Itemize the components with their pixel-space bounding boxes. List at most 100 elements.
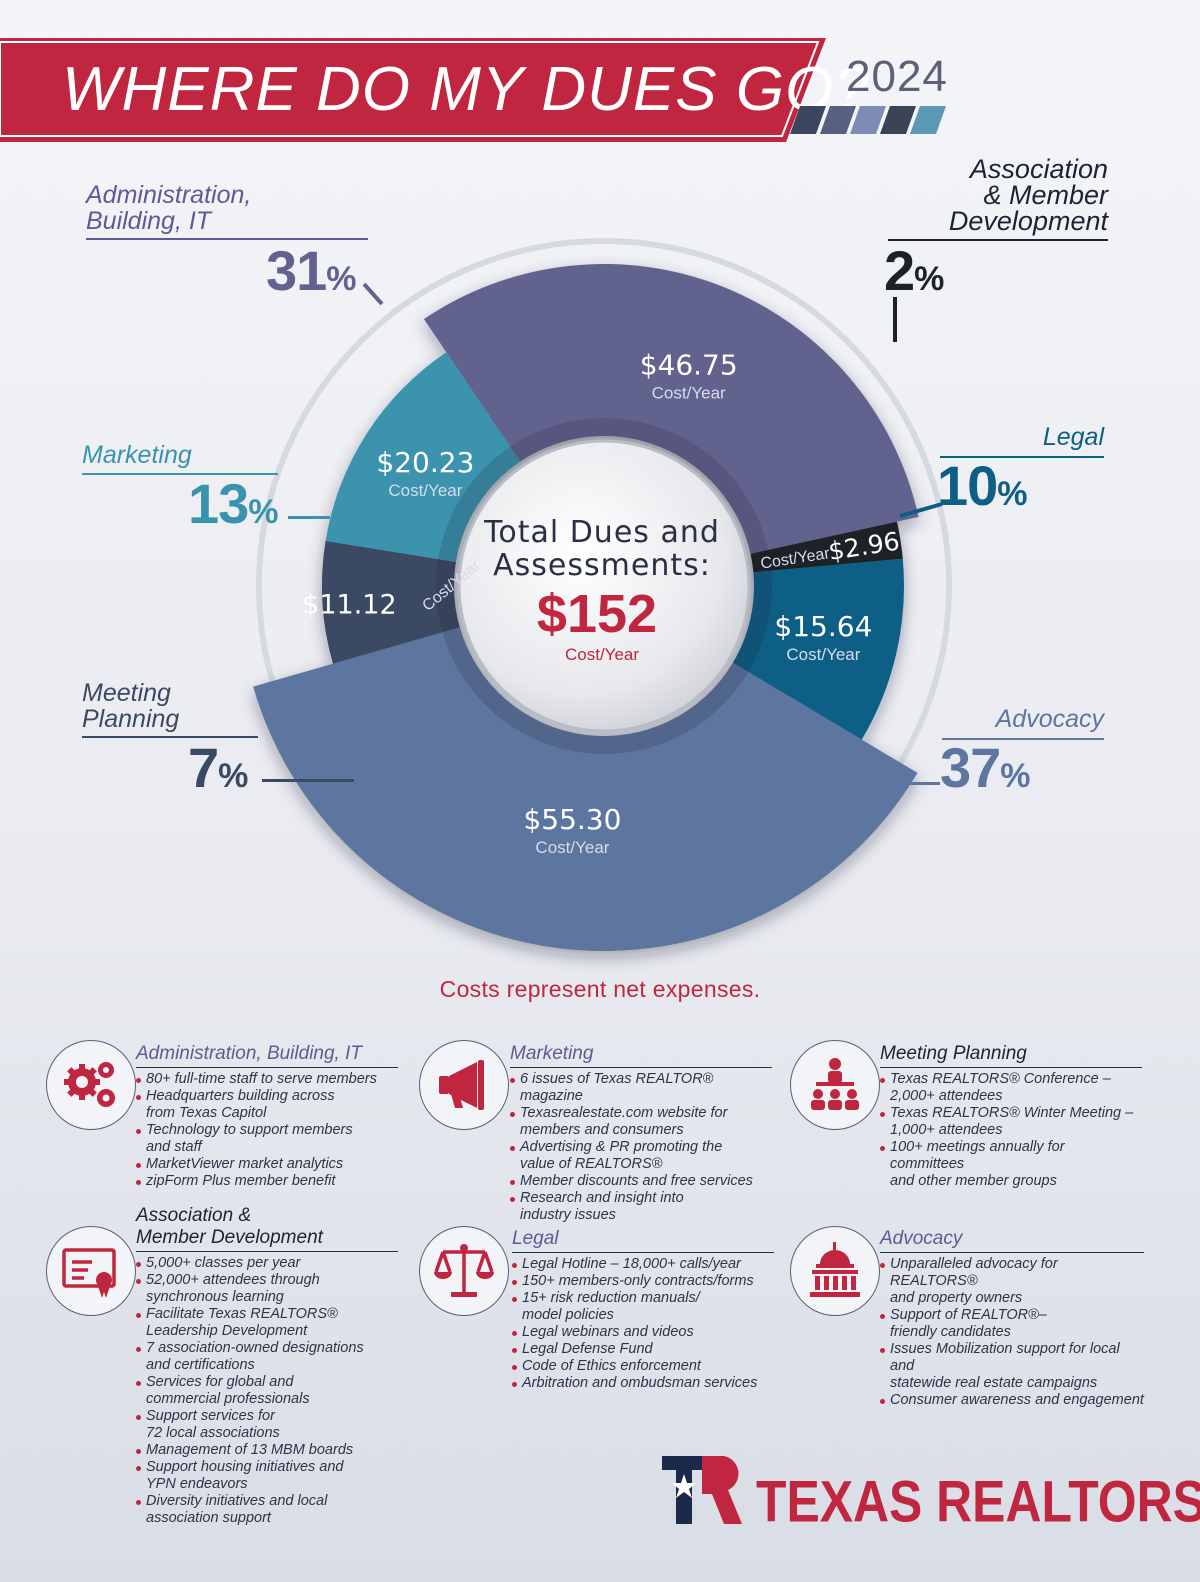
- label-meeting-line2: Planning: [82, 705, 180, 733]
- bullet-item: Support housing initiatives and YPN ende…: [136, 1459, 398, 1493]
- bullet-item: 15+ risk reduction manuals/ model polici…: [512, 1290, 774, 1324]
- bullet-item: Texasrealestate.com website for members …: [510, 1105, 772, 1139]
- label-association-line2: & Member: [983, 180, 1108, 210]
- amount-meeting: $11.12: [302, 589, 396, 620]
- marketing-icon-circle: [419, 1040, 509, 1130]
- capitol-icon: [810, 1242, 860, 1297]
- bullet-item: Research and insight into industry issue…: [510, 1190, 772, 1224]
- amount-legal: $15.64: [774, 610, 872, 643]
- leader-administration: [362, 282, 384, 306]
- bullet-item: 80+ full-time staff to serve members: [136, 1071, 398, 1088]
- pct-legal-sign: %: [997, 475, 1028, 513]
- label-advocacy-text: Advocacy: [995, 705, 1104, 733]
- detail-association-title: Association & Member Development: [136, 1205, 398, 1252]
- center-line-2: Assessments:: [493, 548, 711, 583]
- bullet-item: Services for global and commercial profe…: [136, 1374, 398, 1408]
- label-marketing: Marketing: [82, 442, 192, 468]
- pct-legal: 10%: [937, 458, 1028, 522]
- amount-marketing: $20.23: [376, 446, 474, 479]
- label-administration-line1: Administration,: [86, 181, 252, 209]
- detail-advocacy: Advocacy Unparalleled advocacy for REALT…: [880, 1228, 1144, 1409]
- label-meeting-line1: Meeting: [82, 679, 171, 707]
- pct-advocacy-number: 37: [940, 736, 1001, 799]
- label-administration: Administration, Building, IT: [86, 182, 251, 234]
- underline-advocacy: [942, 738, 1104, 740]
- unit-legal: Cost/Year: [786, 645, 860, 664]
- bullet-item: Legal webinars and videos: [512, 1324, 774, 1341]
- detail-marketing-title: Marketing: [510, 1043, 772, 1068]
- bullet-item: Consumer awareness and engagement: [880, 1392, 1144, 1409]
- underline-marketing: [82, 473, 278, 475]
- slice-association: [750, 521, 903, 573]
- year-label: 2024: [846, 52, 948, 101]
- amount-administration: $46.75: [640, 348, 738, 381]
- bullet-item: Issues Mobilization support for local an…: [880, 1341, 1144, 1392]
- center-total: $152: [537, 584, 657, 644]
- texas-realtors-logo-mark: [662, 1456, 742, 1524]
- bullet-item: Legal Hotline – 18,000+ calls/year: [512, 1256, 774, 1273]
- slice-legal: [732, 558, 904, 740]
- bullet-item: Texas REALTORS® Conference – 2,000+ atte…: [880, 1071, 1142, 1105]
- leader-marketing: [288, 516, 330, 519]
- texas-realtors-logo-text: TEXAS REALTORS®: [756, 1460, 1200, 1537]
- bullet-item: Support of REALTOR®– friendly candidates: [880, 1307, 1144, 1341]
- label-association-line1: Association: [969, 154, 1108, 184]
- pct-advocacy-sign: %: [1000, 757, 1031, 795]
- pct-association: 2%: [884, 243, 944, 307]
- association-icon-circle: [46, 1226, 136, 1316]
- label-advocacy: Advocacy: [930, 706, 1104, 732]
- decorative-stripes: [790, 106, 946, 134]
- detail-association: Association & Member Development 5,000+ …: [136, 1205, 398, 1527]
- pct-legal-number: 10: [937, 454, 998, 517]
- slice-label-administration: $46.75 Cost/Year: [640, 348, 738, 402]
- bullet-item: Texas REALTORS® Winter Meeting – 1,000+ …: [880, 1105, 1142, 1139]
- pct-administration-number: 31: [266, 239, 327, 302]
- pct-administration-sign: %: [326, 260, 357, 298]
- bullet-item: 6 issues of Texas REALTOR® magazine: [510, 1071, 772, 1105]
- page-title: WHERE DO MY DUES GO?: [62, 55, 870, 124]
- underline-meeting: [82, 736, 258, 738]
- underline-administration: [86, 238, 368, 240]
- center-unit: Cost/Year: [565, 645, 639, 664]
- bullet-item: Unparalleled advocacy for REALTORS® and …: [880, 1256, 1144, 1307]
- leader-meeting: [262, 779, 354, 782]
- bullet-item: 5,000+ classes per year: [136, 1255, 398, 1272]
- label-marketing-text: Marketing: [82, 441, 192, 469]
- pct-marketing-number: 13: [188, 472, 249, 535]
- pct-association-sign: %: [914, 260, 945, 298]
- bullet-item: Arbitration and ombudsman services: [512, 1375, 774, 1392]
- detail-advocacy-list: Unparalleled advocacy for REALTORS® and …: [880, 1256, 1144, 1409]
- presenter-icon: [811, 1058, 859, 1110]
- pct-marketing: 13%: [188, 476, 279, 540]
- bullet-item: Management of 13 MBM boards: [136, 1442, 398, 1459]
- label-meeting: Meeting Planning: [82, 680, 179, 732]
- bullet-item: Legal Defense Fund: [512, 1341, 774, 1358]
- pct-meeting: 7%: [188, 740, 248, 804]
- bullet-item: 52,000+ attendees through synchronous le…: [136, 1272, 398, 1306]
- detail-legal-title: Legal: [512, 1228, 774, 1253]
- slice-label-legal: $15.64 Cost/Year: [774, 610, 872, 664]
- pct-association-number: 2: [884, 239, 915, 302]
- dues-donut-chart: Total Dues and Assessments: $152 Cost/Ye…: [253, 238, 952, 952]
- pct-meeting-sign: %: [218, 757, 249, 795]
- detail-marketing-list: 6 issues of Texas REALTOR® magazine Texas…: [510, 1071, 772, 1224]
- detail-legal-list: Legal Hotline – 18,000+ calls/year 150+ m…: [512, 1256, 774, 1392]
- detail-administration-title: Administration, Building, IT: [136, 1043, 398, 1068]
- bullet-item: 150+ members-only contracts/forms: [512, 1273, 774, 1290]
- detail-administration-list: 80+ full-time staff to serve members Head…: [136, 1071, 398, 1190]
- pct-administration: 31%: [266, 243, 357, 307]
- detail-marketing: Marketing 6 issues of Texas REALTOR® mag…: [510, 1043, 772, 1224]
- bullet-item: Headquarters building across from Texas …: [136, 1088, 398, 1122]
- meeting-icon-circle: [790, 1040, 880, 1130]
- detail-administration: Administration, Building, IT 80+ full-ti…: [136, 1043, 398, 1190]
- unit-advocacy: Cost/Year: [535, 838, 609, 857]
- scales-icon: [434, 1244, 494, 1297]
- leader-association: [893, 297, 897, 342]
- pct-advocacy: 37%: [940, 740, 1031, 804]
- detail-meeting: Meeting Planning Texas REALTORS® Confere…: [880, 1043, 1142, 1190]
- bullet-item: Advertising & PR promoting the value of …: [510, 1139, 772, 1173]
- label-administration-line2: Building, IT: [86, 207, 212, 235]
- pct-marketing-sign: %: [248, 493, 279, 531]
- amount-advocacy: $55.30: [523, 803, 621, 836]
- bullet-item: 100+ meetings annually for committees an…: [880, 1139, 1142, 1190]
